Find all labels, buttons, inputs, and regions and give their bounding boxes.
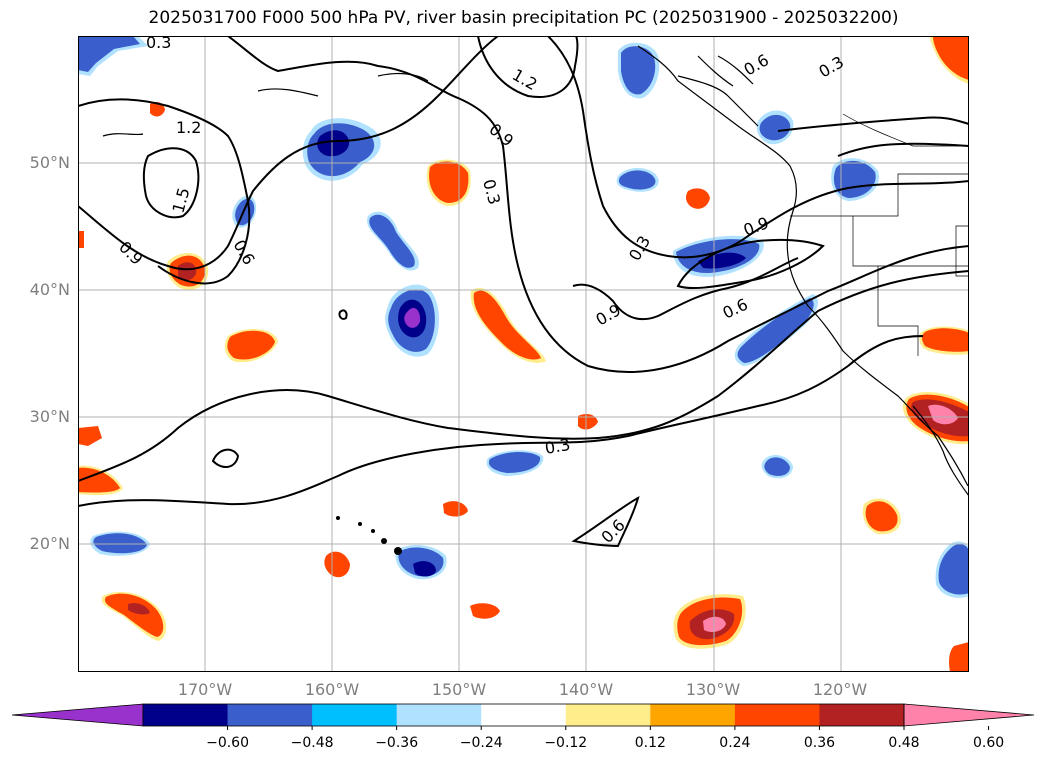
colorbar-swatch xyxy=(650,704,736,726)
lat-label-50n: 50°N xyxy=(29,153,70,172)
contour-label: 0.3 xyxy=(146,36,171,52)
lon-label-120w: 120°W xyxy=(812,680,868,699)
colorbar-tick-label: 0.60 xyxy=(973,735,1004,751)
precip-blob-east-25n xyxy=(761,454,793,479)
precip-blob-146w-26n xyxy=(486,450,544,476)
precip-blob-coast-oregon xyxy=(734,294,818,366)
precip-blob-small-warm xyxy=(78,102,969,672)
colorbar-extend-low xyxy=(11,703,144,727)
map-panel: 0.3 1.2 0.6 0.3 1.2 0.9 0.3 1.5 0.6 0.9 … xyxy=(78,36,969,672)
colorbar-swatch xyxy=(734,704,820,726)
colorbar-swatch xyxy=(819,704,905,726)
lon-label-160w: 160°W xyxy=(304,680,360,699)
hawaiian-islands xyxy=(336,516,402,555)
precip-blob-topright xyxy=(930,36,969,84)
lon-label-170w: 170°W xyxy=(177,680,233,699)
precip-blob-hawaii xyxy=(395,544,447,580)
precip-blob-west-29n xyxy=(78,426,102,446)
colorbar-extend-high xyxy=(903,703,1035,727)
colorbar-frame xyxy=(142,703,905,727)
precip-blob-east-edge xyxy=(935,541,969,598)
colorbar-swatch xyxy=(143,704,229,726)
precip-blob-116w-37n xyxy=(919,326,969,355)
precip-blob-center-152w xyxy=(385,284,440,357)
map-title: 2025031700 F000 500 hPa PV, river basin … xyxy=(148,8,899,28)
colorbar-tick-label: −0.60 xyxy=(206,735,249,751)
pv-contours xyxy=(78,36,969,548)
precip-blob-canada-coast xyxy=(756,110,794,145)
colorbar-tick-label: −0.24 xyxy=(460,735,503,751)
precip-blob-coast-northbc xyxy=(618,42,660,99)
precip-blob-137w-43n xyxy=(673,235,764,277)
colorbar-swatch xyxy=(565,704,651,726)
colorbar-swatches xyxy=(11,703,1035,727)
colorbar-tick-label: 0.48 xyxy=(888,735,919,751)
colorbar-tick-label: −0.36 xyxy=(375,735,418,751)
state-borders xyxy=(790,113,969,356)
lon-label-130w: 130°W xyxy=(685,680,741,699)
lon-label-140w: 140°W xyxy=(558,680,614,699)
contour-label: 1.2 xyxy=(176,118,201,137)
colorbar-swatch xyxy=(481,704,567,726)
precip-blob-145w-38n xyxy=(470,287,546,363)
colorbar-tick-label: −0.48 xyxy=(291,735,334,751)
lat-label-40n: 40°N xyxy=(29,280,70,299)
precip-blob-east-155w xyxy=(367,211,419,271)
precip-blob-west-25n xyxy=(78,465,123,496)
colorbar-tick-label: 0.24 xyxy=(719,735,750,751)
colorbar-tick-label: 0.36 xyxy=(804,735,835,751)
precip-blob-163w-36n xyxy=(224,329,278,363)
colorbar-swatch xyxy=(396,704,482,726)
map-frame xyxy=(78,36,969,672)
precip-blob-118w-22n xyxy=(862,498,901,535)
lat-label-20n: 20°N xyxy=(29,534,70,553)
lat-label-30n: 30°N xyxy=(29,407,70,426)
coastlines xyxy=(102,45,969,497)
colorbar: −0.60 −0.48 −0.36 −0.24 −0.12 0.12 0.24 0.36 0.4… xyxy=(11,703,1035,751)
contour-label: 0.3 xyxy=(543,435,571,458)
colorbar-tick-label: 0.12 xyxy=(635,735,666,751)
precip-blob-mexico xyxy=(902,392,969,445)
precip-blob-130w-13n xyxy=(673,594,746,649)
colorbar-swatch xyxy=(312,704,398,726)
precip-blob-west-14n xyxy=(101,592,167,641)
colorbar-ticks: −0.60 −0.48 −0.36 −0.24 −0.12 0.12 0.24 0.36 0.4… xyxy=(206,726,1004,751)
colorbar-tick-label: −0.12 xyxy=(544,735,587,751)
precip-blob-topleft xyxy=(78,36,148,76)
lon-label-150w: 150°W xyxy=(431,680,487,699)
colorbar-swatch xyxy=(227,704,313,726)
precip-blob-north-142w xyxy=(616,167,659,192)
